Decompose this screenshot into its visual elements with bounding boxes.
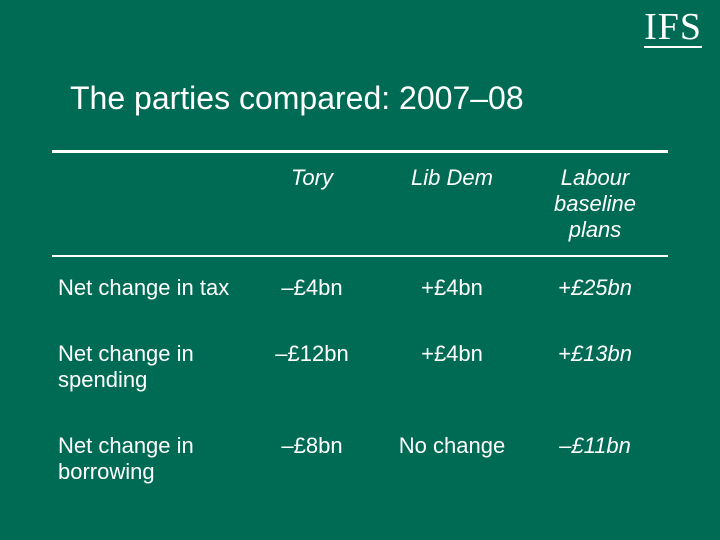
header-blank (52, 152, 242, 257)
cell-libdem: +£4bn (382, 323, 522, 415)
cell-tory: –£12bn (242, 323, 382, 415)
cell-libdem: +£4bn (382, 256, 522, 323)
table-row: Net change in spending –£12bn +£4bn +£13… (52, 323, 668, 415)
header-tory: Tory (242, 152, 382, 257)
header-libdem: Lib Dem (382, 152, 522, 257)
slide-title: The parties compared: 2007–08 (70, 80, 524, 117)
cell-tory: –£8bn (242, 415, 382, 507)
table-header-row: Tory Lib Dem Labour baseline plans (52, 152, 668, 257)
header-labour: Labour baseline plans (522, 152, 668, 257)
table-row: Net change in tax –£4bn +£4bn +£25bn (52, 256, 668, 323)
cell-labour: +£13bn (522, 323, 668, 415)
table-row: Net change in borrowing –£8bn No change … (52, 415, 668, 507)
cell-libdem: No change (382, 415, 522, 507)
comparison-table: Tory Lib Dem Labour baseline plans Net c… (52, 150, 668, 507)
row-label: Net change in tax (52, 256, 242, 323)
ifs-logo: IFS (644, 8, 702, 48)
row-label: Net change in borrowing (52, 415, 242, 507)
cell-tory: –£4bn (242, 256, 382, 323)
row-label: Net change in spending (52, 323, 242, 415)
cell-labour: –£11bn (522, 415, 668, 507)
cell-labour: +£25bn (522, 256, 668, 323)
